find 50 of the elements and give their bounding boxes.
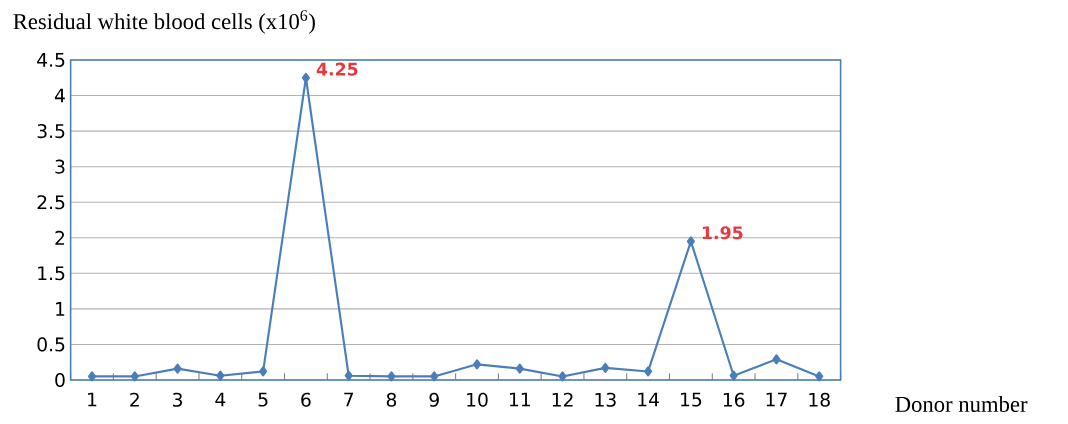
- y-tick-label: 4: [54, 88, 65, 103]
- x-tick-label: 4: [215, 392, 226, 407]
- point: [130, 371, 139, 382]
- y-tick-label: 2: [55, 230, 65, 245]
- y-tick-label: 0: [55, 372, 65, 388]
- x-tick-label: 10: [467, 392, 488, 407]
- x-tick-label: 11: [509, 392, 530, 407]
- point: [430, 371, 439, 382]
- data-label: 1.95: [702, 226, 743, 240]
- x-tick-label: 12: [552, 392, 573, 407]
- x-tick-label: 8: [386, 392, 397, 407]
- point: [815, 371, 824, 382]
- y-tick-label: 1: [56, 302, 65, 316]
- x-axis-title: Donor number: [895, 396, 1028, 412]
- y-tick-label: 3: [55, 159, 65, 174]
- point: [259, 366, 268, 377]
- y-tick-label: 4.5: [37, 53, 65, 67]
- y-tick-label: 2.5: [37, 195, 65, 210]
- point: [558, 371, 567, 382]
- point: [772, 354, 781, 365]
- point: [173, 363, 182, 374]
- x-tick-label: 17: [766, 392, 787, 407]
- y-tick-label: 3.5: [37, 124, 65, 139]
- point: [216, 370, 225, 381]
- x-tick-label: 1: [88, 392, 97, 407]
- x-tick-label: 18: [809, 392, 830, 407]
- point: [686, 236, 695, 247]
- point: [729, 370, 738, 381]
- x-tick-label: 2: [130, 392, 139, 407]
- x-tick-label: 6: [301, 392, 311, 407]
- x-tick-label: 3: [173, 392, 183, 407]
- y-tick-label: 0.5: [37, 337, 65, 352]
- data-label: 4.25: [316, 62, 358, 76]
- point: [301, 72, 310, 83]
- x-tick-label: 14: [638, 392, 659, 407]
- x-tick-label: 7: [344, 392, 354, 407]
- point: [387, 371, 396, 382]
- x-tick-label: 9: [429, 392, 439, 407]
- point: [601, 362, 610, 373]
- point: [515, 363, 524, 374]
- point: [472, 359, 482, 370]
- point: [87, 371, 97, 382]
- point: [344, 370, 353, 381]
- y-tick-label: 1.5: [38, 266, 65, 281]
- x-tick-label: 13: [595, 392, 616, 407]
- x-tick-label: 5: [258, 392, 268, 407]
- x-tick-label: 15: [681, 392, 702, 407]
- point: [644, 366, 653, 377]
- x-tick-label: 16: [723, 392, 745, 407]
- chart-title: Residual white blood cells (x10$^{6}$): [13, 10, 315, 34]
